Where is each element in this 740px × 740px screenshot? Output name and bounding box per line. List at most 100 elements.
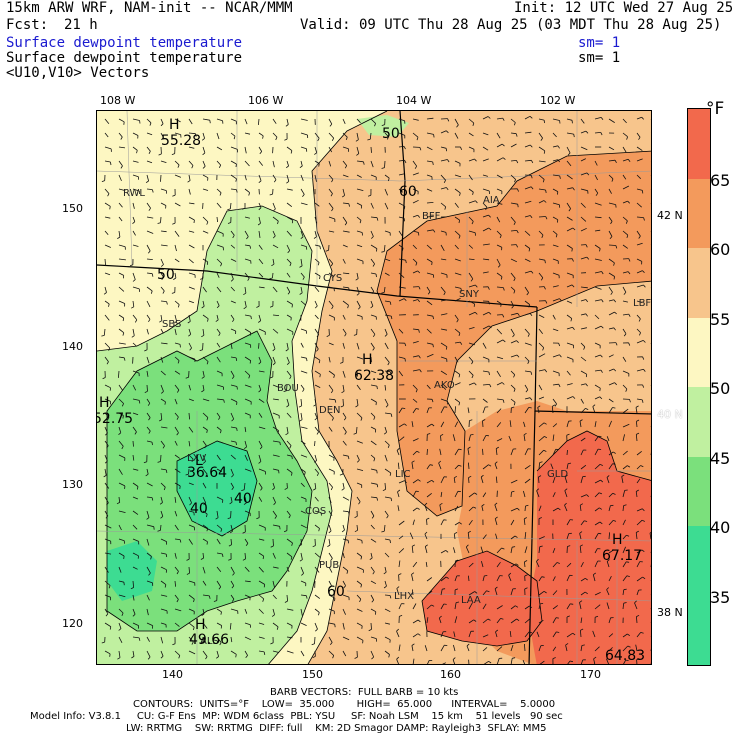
- wind-barb-feather: [279, 442, 281, 446]
- wind-barb-feather: [367, 138, 371, 141]
- wind-barb-feather: [417, 270, 421, 274]
- wind-barb: [132, 132, 139, 136]
- field-2-smooth: sm= 1: [578, 50, 621, 66]
- wind-barb-feather: [579, 600, 583, 603]
- wind-barb: [258, 286, 265, 289]
- wind-barb-feather: [150, 556, 152, 560]
- wind-barb-feather: [514, 535, 518, 538]
- wind-barb-feather: [340, 405, 344, 408]
- wind-barb-feather: [642, 399, 644, 403]
- wind-barb: [552, 258, 559, 262]
- wind-barb-feather: [456, 319, 459, 323]
- map-canvas: RWL BFF AIA CYS SNY LBF SBS BOU DEN AKO …: [97, 111, 651, 664]
- wind-barb: [202, 566, 206, 574]
- wind-barb: [146, 118, 152, 124]
- wind-barb: [650, 189, 651, 190]
- wind-barb-feather: [513, 278, 516, 282]
- wind-barb-feather: [313, 236, 317, 239]
- wind-barb: [328, 594, 336, 599]
- wind-barb: [370, 482, 378, 485]
- wind-barb-feather: [512, 657, 516, 659]
- wind-barb-feather: [339, 473, 343, 476]
- wind-barb: [118, 146, 126, 149]
- wind-barb: [272, 356, 276, 363]
- wind-barb-feather: [515, 563, 519, 566]
- wind-barb: [188, 202, 195, 205]
- wind-barb: [552, 590, 558, 596]
- wind-barb: [216, 356, 221, 363]
- wind-barb-feather: [187, 321, 191, 324]
- wind-barb-feather: [579, 531, 583, 534]
- wind-barb: [552, 562, 558, 568]
- wind-barb-feather: [334, 399, 337, 403]
- wind-barb: [398, 258, 406, 261]
- wind-barb: [328, 342, 334, 346]
- wind-barb-feather: [206, 417, 209, 421]
- wind-barb: [286, 594, 288, 602]
- wind-barb-feather: [284, 487, 288, 490]
- wind-barb: [300, 440, 306, 445]
- wind-barb: [356, 594, 362, 600]
- wind-barb-feather: [586, 494, 589, 497]
- wind-barb: [370, 202, 374, 209]
- wind-barb: [468, 562, 474, 568]
- wind-barb: [536, 561, 540, 568]
- wind-barb: [594, 354, 601, 358]
- wind-barb: [328, 216, 335, 220]
- wind-barb: [174, 552, 177, 559]
- wind-barb: [272, 622, 279, 628]
- wind-barb: [552, 188, 558, 192]
- wind-barb-feather: [570, 603, 574, 605]
- wind-barb-feather: [636, 419, 640, 422]
- wind-barb: [468, 258, 475, 260]
- wind-barb: [356, 160, 364, 163]
- wind-barb-feather: [530, 186, 534, 190]
- wind-barb: [454, 398, 460, 403]
- wind-barb: [468, 300, 475, 305]
- wind-barb-feather: [528, 248, 531, 252]
- wind-barb: [370, 608, 376, 613]
- wind-barb: [468, 174, 473, 181]
- wind-barb-feather: [331, 417, 334, 421]
- wind-barb: [258, 496, 263, 502]
- wind-barb: [524, 643, 526, 652]
- wind-barb-feather: [442, 588, 446, 590]
- wind-barb: [328, 524, 332, 532]
- wind-barb: [384, 202, 389, 210]
- wind-barb: [468, 575, 470, 582]
- wind-barb: [300, 496, 307, 500]
- wind-barb: [132, 118, 140, 121]
- wind-barb: [482, 435, 487, 442]
- wind-barb: [342, 258, 346, 264]
- wind-barb: [216, 118, 223, 122]
- wind-barb-feather: [528, 631, 533, 634]
- wind-barb-feather: [213, 600, 217, 602]
- wind-barb-feather: [314, 152, 317, 155]
- wind-barb-feather: [302, 276, 305, 280]
- wind-barb-feather: [248, 375, 251, 379]
- forecast-hour: 21 h: [64, 17, 98, 33]
- wind-barb: [398, 407, 403, 414]
- wind-barb: [300, 258, 303, 266]
- wind-barb: [160, 412, 163, 420]
- wind-barb-feather: [376, 386, 378, 390]
- wind-barb: [566, 575, 570, 582]
- wind-barb: [230, 118, 237, 122]
- wind-barb-feather: [459, 341, 463, 345]
- wind-barb-feather: [606, 475, 610, 478]
- wind-barb: [454, 464, 459, 470]
- wind-barb: [342, 538, 349, 541]
- wind-barb-feather: [628, 313, 631, 317]
- wind-barb: [496, 605, 503, 610]
- wind-barb-feather: [285, 348, 289, 352]
- wind-barb-feather: [474, 158, 477, 162]
- wind-barb: [594, 521, 601, 526]
- wind-barb: [452, 434, 456, 442]
- wind-barb-feather: [227, 517, 231, 519]
- wind-barb-feather: [104, 460, 108, 464]
- wind-barb-feather: [473, 506, 477, 509]
- station-label: CYS: [323, 273, 342, 284]
- wind-barb: [426, 300, 433, 306]
- wind-barb: [424, 533, 428, 540]
- wind-barb: [594, 160, 598, 166]
